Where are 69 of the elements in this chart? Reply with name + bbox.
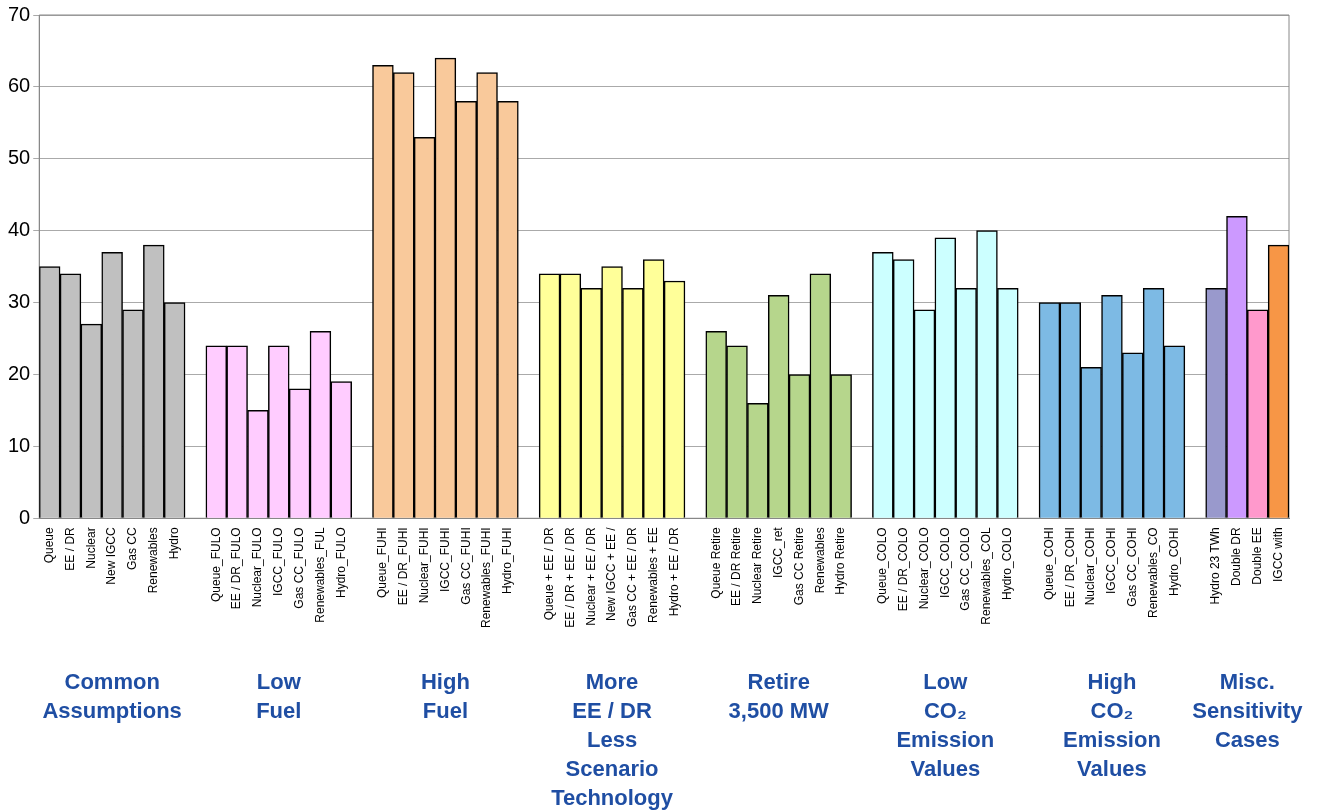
x-tick-label: Hydro_FUHI — [500, 527, 515, 594]
y-tick-label: 50 — [8, 146, 31, 169]
x-tick-label: Gas CC_COHI — [1125, 527, 1140, 607]
x-tick-label: Renewables — [146, 527, 161, 594]
x-tick-label: Queue — [41, 526, 56, 564]
y-tick-label: 10 — [8, 433, 31, 456]
x-tick-label: Nuclear_COLO — [916, 527, 931, 610]
x-tick-label: EE / DR + EE / DR — [562, 526, 577, 628]
x-tick-label: EE / DR Retire — [729, 526, 744, 606]
x-tick-label: Nuclear + EE / DR — [583, 526, 598, 626]
x-tick-label: Nuclear Retire — [750, 526, 765, 604]
x-tick-label: Queue_COLO — [875, 527, 890, 605]
x-tick-label: Queue_COHI — [1041, 527, 1056, 600]
x-tick-label: Gas CC + EE / DR — [625, 526, 640, 627]
x-tick-label: Double DR — [1229, 526, 1244, 586]
x-tick-label: Renewables_FUHI — [479, 527, 494, 629]
x-tick-label: Hydro_COLO — [1000, 527, 1015, 600]
x-tick-label: Hydro 23 TWh — [1208, 527, 1223, 605]
x-tick-label: Hydro_COHI — [1166, 527, 1181, 596]
x-tick-label: IGCC_FUHI — [437, 527, 452, 592]
x-tick-label: Renewables_FUL — [312, 526, 327, 623]
x-tick-label: New IGCC — [104, 526, 119, 585]
x-tick-label: Renewables — [812, 527, 827, 594]
y-tick-label: 40 — [8, 218, 31, 241]
x-tick-label: IGCC with — [1270, 527, 1285, 582]
x-tick-label: Nuclear_FULO — [250, 527, 265, 608]
x-tick-label: Queue_FULO — [208, 527, 223, 603]
x-tick-label: Hydro — [166, 526, 181, 560]
x-tick-label: EE / DR_COLO — [895, 527, 910, 612]
x-tick-label: Gas CC — [125, 526, 140, 570]
x-tick-label: IGCC_FULO — [271, 527, 286, 596]
x-tick-label: EE / DR_FULO — [229, 527, 244, 610]
y-tick-label: 30 — [8, 290, 31, 313]
text: Low Fuel — [256, 669, 302, 724]
y-tick-label: 0 — [19, 505, 31, 528]
x-tick-label: Queue Retire — [708, 526, 723, 599]
y-tick-label: 20 — [8, 362, 31, 385]
x-tick-label: Gas CC Retire — [791, 526, 806, 606]
x-tick-label: Renewables_COL — [979, 526, 994, 625]
x-tick-label: EE / DR — [62, 526, 77, 571]
x-tick-label: IGCC_ret — [771, 526, 785, 578]
x-tick-label: Hydro Retire — [833, 526, 848, 595]
text: High Fuel — [420, 669, 470, 724]
x-tick-label: IGCC_COLO — [937, 527, 952, 598]
x-tick-label: Nuclear_FUHI — [416, 527, 431, 604]
y-tick-label: 60 — [8, 74, 31, 97]
x-tick-label: New IGCC + EE / — [604, 526, 619, 621]
text: Low CO₂ Emission Values — [896, 669, 995, 782]
x-tick-label: Gas CC_FULO — [291, 527, 306, 609]
x-tick-label: IGCC_COHI — [1104, 527, 1119, 594]
x-tick-label: Hydro_FULO — [333, 527, 348, 598]
text: Common Assumptions — [42, 669, 182, 724]
y-tick-label: 70 — [8, 2, 31, 25]
x-tick-label: Queue_FUHI — [375, 527, 390, 598]
x-tick-label: Hydro + EE / DR — [666, 526, 681, 617]
x-tick-label: EE / DR_COHI — [1062, 527, 1077, 608]
x-tick-label: EE / DR_FUHI — [396, 527, 411, 606]
text: Retire 3,500 MW — [728, 669, 830, 724]
text: More EE / DR Less Scenario Technology — [551, 669, 674, 811]
text: Misc. Sensitivity Cases — [1192, 669, 1304, 753]
x-tick-label: Queue + EE / DR — [541, 526, 556, 621]
x-tick-label: Renewables + EE — [646, 527, 661, 624]
x-tick-label: Double EE — [1250, 527, 1265, 585]
x-tick-label: Gas CC_FUHI — [458, 527, 473, 605]
text: High CO₂ Emission Values — [1063, 669, 1161, 782]
x-tick-label: Renewables_CO — [1145, 527, 1160, 619]
x-tick-label: Nuclear_COHI — [1083, 527, 1098, 606]
x-tick-label: Nuclear — [83, 527, 98, 569]
x-tick-label: Gas CC_COLO — [958, 527, 973, 611]
